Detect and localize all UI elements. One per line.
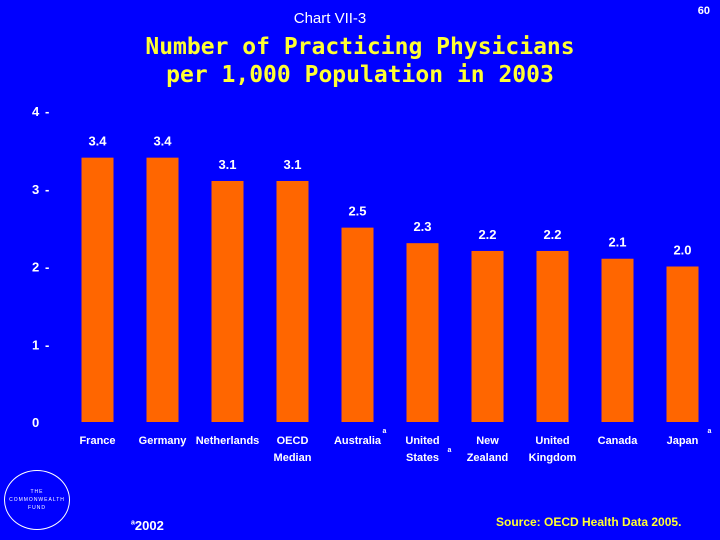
- footnote-text: 2002: [134, 518, 164, 533]
- y-tick-mark: -: [45, 182, 49, 197]
- category-label: Japan: [667, 435, 699, 447]
- category-label: France: [79, 435, 115, 447]
- category-label: United: [535, 435, 569, 447]
- bar: [536, 250, 569, 422]
- category-label: Canada: [598, 435, 639, 447]
- bar-value-label: 2.5: [348, 204, 366, 219]
- source-note: Source: OECD Health Data 2005.: [496, 515, 682, 529]
- bar-value-label: 3.1: [283, 157, 301, 172]
- bar: [601, 258, 634, 422]
- bar-value-label: 2.2: [478, 227, 496, 242]
- bar-value-label: 2.2: [543, 227, 561, 242]
- category-label-line-2: States: [406, 452, 439, 464]
- category-footnote-marker: a: [708, 428, 712, 435]
- y-tick-label: 4: [32, 104, 40, 119]
- bar: [81, 157, 114, 422]
- category-label-line-2: Zealand: [467, 452, 509, 464]
- y-tick-mark: -: [45, 337, 49, 352]
- footnote: a2002: [131, 518, 164, 533]
- y-tick-mark: -: [45, 104, 49, 119]
- logo-line-1: THE: [30, 489, 44, 495]
- logo-line-3: FUND: [28, 505, 46, 511]
- category-label: Australia: [334, 435, 382, 447]
- bar: [406, 243, 439, 422]
- bar: [146, 157, 179, 422]
- bar-value-label: 2.1: [608, 235, 626, 250]
- category-label: Germany: [139, 435, 188, 447]
- bar-value-label: 2.3: [413, 219, 431, 234]
- chart-title: Number of Practicing Physicians per 1,00…: [0, 33, 720, 89]
- logo-line-2: COMMONWEALTH: [9, 497, 65, 503]
- commonwealth-fund-logo: THE COMMONWEALTH FUND: [4, 470, 70, 530]
- category-label: New: [476, 435, 499, 447]
- y-tick-label: 2: [32, 260, 39, 275]
- bar: [666, 266, 699, 422]
- category-label: OECD: [277, 435, 309, 447]
- footnote-marker: a: [131, 519, 135, 527]
- y-tick-label: 1: [32, 337, 39, 352]
- category-label: United: [405, 435, 439, 447]
- bar: [341, 227, 374, 422]
- bar: [211, 180, 244, 422]
- y-tick-label: 3: [32, 182, 39, 197]
- bar: [276, 180, 309, 422]
- category-footnote-marker: a: [383, 428, 387, 435]
- bar-value-label: 3.4: [153, 134, 172, 149]
- category-label: Netherlands: [196, 435, 260, 447]
- bar-value-label: 3.1: [218, 157, 236, 172]
- category-label-line-2: Median: [274, 452, 312, 464]
- y-tick-mark: -: [45, 260, 49, 275]
- chart-label: Chart VII-3: [293, 10, 367, 27]
- page-number: 60: [697, 5, 710, 17]
- category-label-line-2: Kingdom: [529, 452, 577, 464]
- title-line-2: per 1,000 Population in 2003: [166, 62, 554, 88]
- y-tick-label: 0: [32, 415, 39, 430]
- bar: [471, 250, 504, 422]
- bar-value-label: 2.0: [673, 243, 691, 258]
- title-line-1: Number of Practicing Physicians: [145, 34, 575, 60]
- category-footnote-marker: a: [448, 447, 452, 454]
- bar-value-label: 3.4: [88, 134, 107, 149]
